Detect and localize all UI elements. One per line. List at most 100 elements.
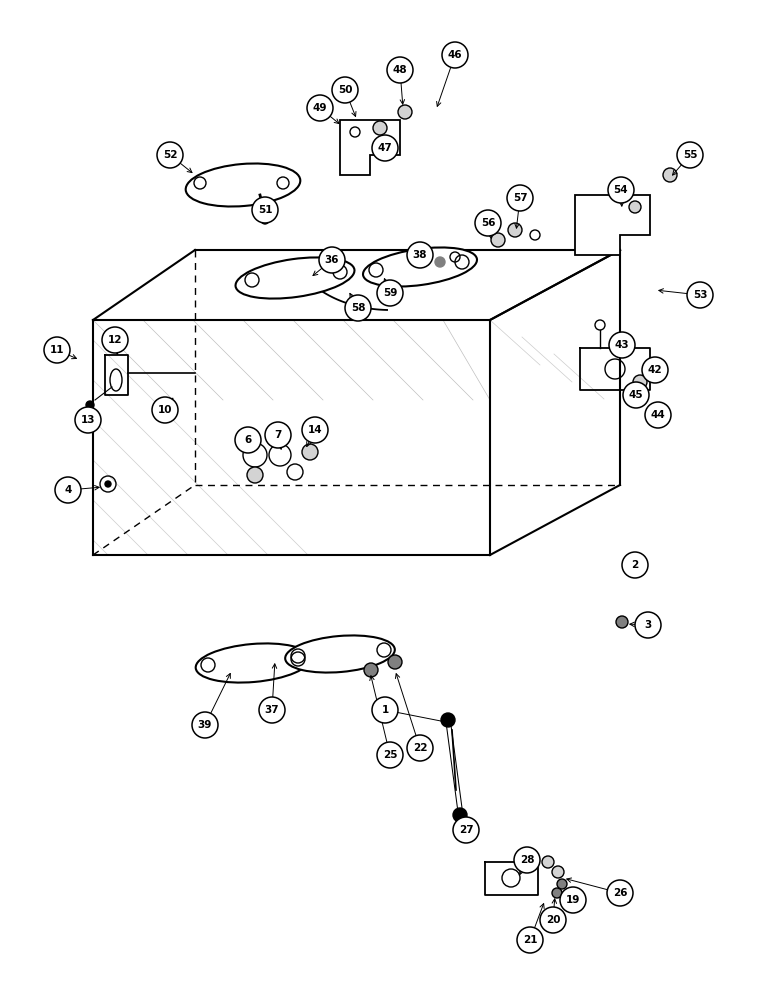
Text: 27: 27 — [459, 825, 473, 835]
Circle shape — [377, 280, 403, 306]
Circle shape — [633, 375, 647, 389]
Circle shape — [623, 382, 649, 408]
Circle shape — [372, 697, 398, 723]
Circle shape — [332, 77, 358, 103]
Circle shape — [607, 880, 633, 906]
Text: 58: 58 — [350, 303, 365, 313]
Circle shape — [629, 201, 641, 213]
Polygon shape — [340, 120, 400, 175]
Ellipse shape — [235, 257, 354, 299]
Circle shape — [453, 808, 467, 822]
Circle shape — [55, 477, 81, 503]
Circle shape — [552, 866, 564, 878]
Circle shape — [307, 95, 333, 121]
Circle shape — [364, 663, 378, 677]
Text: 1: 1 — [381, 705, 388, 715]
Circle shape — [507, 185, 533, 211]
Text: 38: 38 — [413, 250, 427, 260]
Text: 37: 37 — [265, 705, 279, 715]
Text: 56: 56 — [481, 218, 496, 228]
Text: 36: 36 — [325, 255, 339, 265]
Circle shape — [552, 888, 562, 898]
Circle shape — [557, 879, 567, 889]
Text: 44: 44 — [651, 410, 665, 420]
Text: 39: 39 — [198, 720, 212, 730]
Circle shape — [265, 422, 291, 448]
Text: 48: 48 — [393, 65, 408, 75]
Circle shape — [387, 57, 413, 83]
Text: 45: 45 — [628, 390, 643, 400]
Circle shape — [388, 655, 402, 669]
Text: 10: 10 — [157, 405, 172, 415]
Text: 42: 42 — [648, 365, 662, 375]
Circle shape — [540, 907, 566, 933]
Circle shape — [642, 357, 668, 383]
Text: 25: 25 — [383, 750, 398, 760]
Text: 20: 20 — [546, 915, 560, 925]
Circle shape — [398, 105, 412, 119]
Text: 7: 7 — [274, 430, 282, 440]
Circle shape — [630, 392, 644, 406]
Circle shape — [514, 847, 540, 873]
Circle shape — [407, 242, 433, 268]
Circle shape — [105, 481, 111, 487]
Circle shape — [663, 168, 677, 182]
Text: 22: 22 — [413, 743, 427, 753]
Text: 57: 57 — [513, 193, 527, 203]
Circle shape — [645, 402, 671, 428]
Text: 4: 4 — [64, 485, 72, 495]
Circle shape — [622, 552, 648, 578]
Text: 51: 51 — [258, 205, 273, 215]
Circle shape — [373, 121, 387, 135]
Circle shape — [475, 210, 501, 236]
Circle shape — [608, 177, 634, 203]
Circle shape — [442, 42, 468, 68]
Text: 26: 26 — [613, 888, 627, 898]
Text: 53: 53 — [692, 290, 707, 300]
Circle shape — [508, 223, 522, 237]
Ellipse shape — [186, 163, 300, 207]
Text: 46: 46 — [448, 50, 462, 60]
Circle shape — [616, 616, 628, 628]
Circle shape — [157, 142, 183, 168]
Text: 59: 59 — [383, 288, 397, 298]
Circle shape — [517, 927, 543, 953]
Text: 49: 49 — [313, 103, 327, 113]
Polygon shape — [575, 195, 650, 255]
Text: 12: 12 — [108, 335, 122, 345]
Circle shape — [302, 444, 318, 460]
Circle shape — [252, 197, 278, 223]
Circle shape — [192, 712, 218, 738]
Circle shape — [407, 735, 433, 761]
Circle shape — [372, 135, 398, 161]
Text: 47: 47 — [378, 143, 392, 153]
Circle shape — [441, 713, 455, 727]
Circle shape — [235, 427, 261, 453]
Text: 54: 54 — [614, 185, 628, 195]
Circle shape — [152, 397, 178, 423]
Text: 50: 50 — [338, 85, 352, 95]
Circle shape — [86, 401, 94, 409]
Ellipse shape — [285, 635, 394, 673]
Text: 11: 11 — [49, 345, 64, 355]
Text: 21: 21 — [523, 935, 537, 945]
Circle shape — [635, 612, 661, 638]
Text: 43: 43 — [615, 340, 629, 350]
Circle shape — [75, 407, 101, 433]
Text: 3: 3 — [645, 620, 652, 630]
Circle shape — [560, 887, 586, 913]
Text: 52: 52 — [163, 150, 178, 160]
Circle shape — [435, 257, 445, 267]
Circle shape — [261, 216, 269, 224]
Circle shape — [259, 697, 285, 723]
Circle shape — [377, 742, 403, 768]
Circle shape — [687, 282, 713, 308]
Text: 19: 19 — [566, 895, 581, 905]
Text: 2: 2 — [631, 560, 638, 570]
Circle shape — [542, 856, 554, 868]
Text: 6: 6 — [245, 435, 252, 445]
Circle shape — [247, 467, 263, 483]
Circle shape — [319, 247, 345, 273]
Circle shape — [302, 417, 328, 443]
Text: 28: 28 — [520, 855, 534, 865]
